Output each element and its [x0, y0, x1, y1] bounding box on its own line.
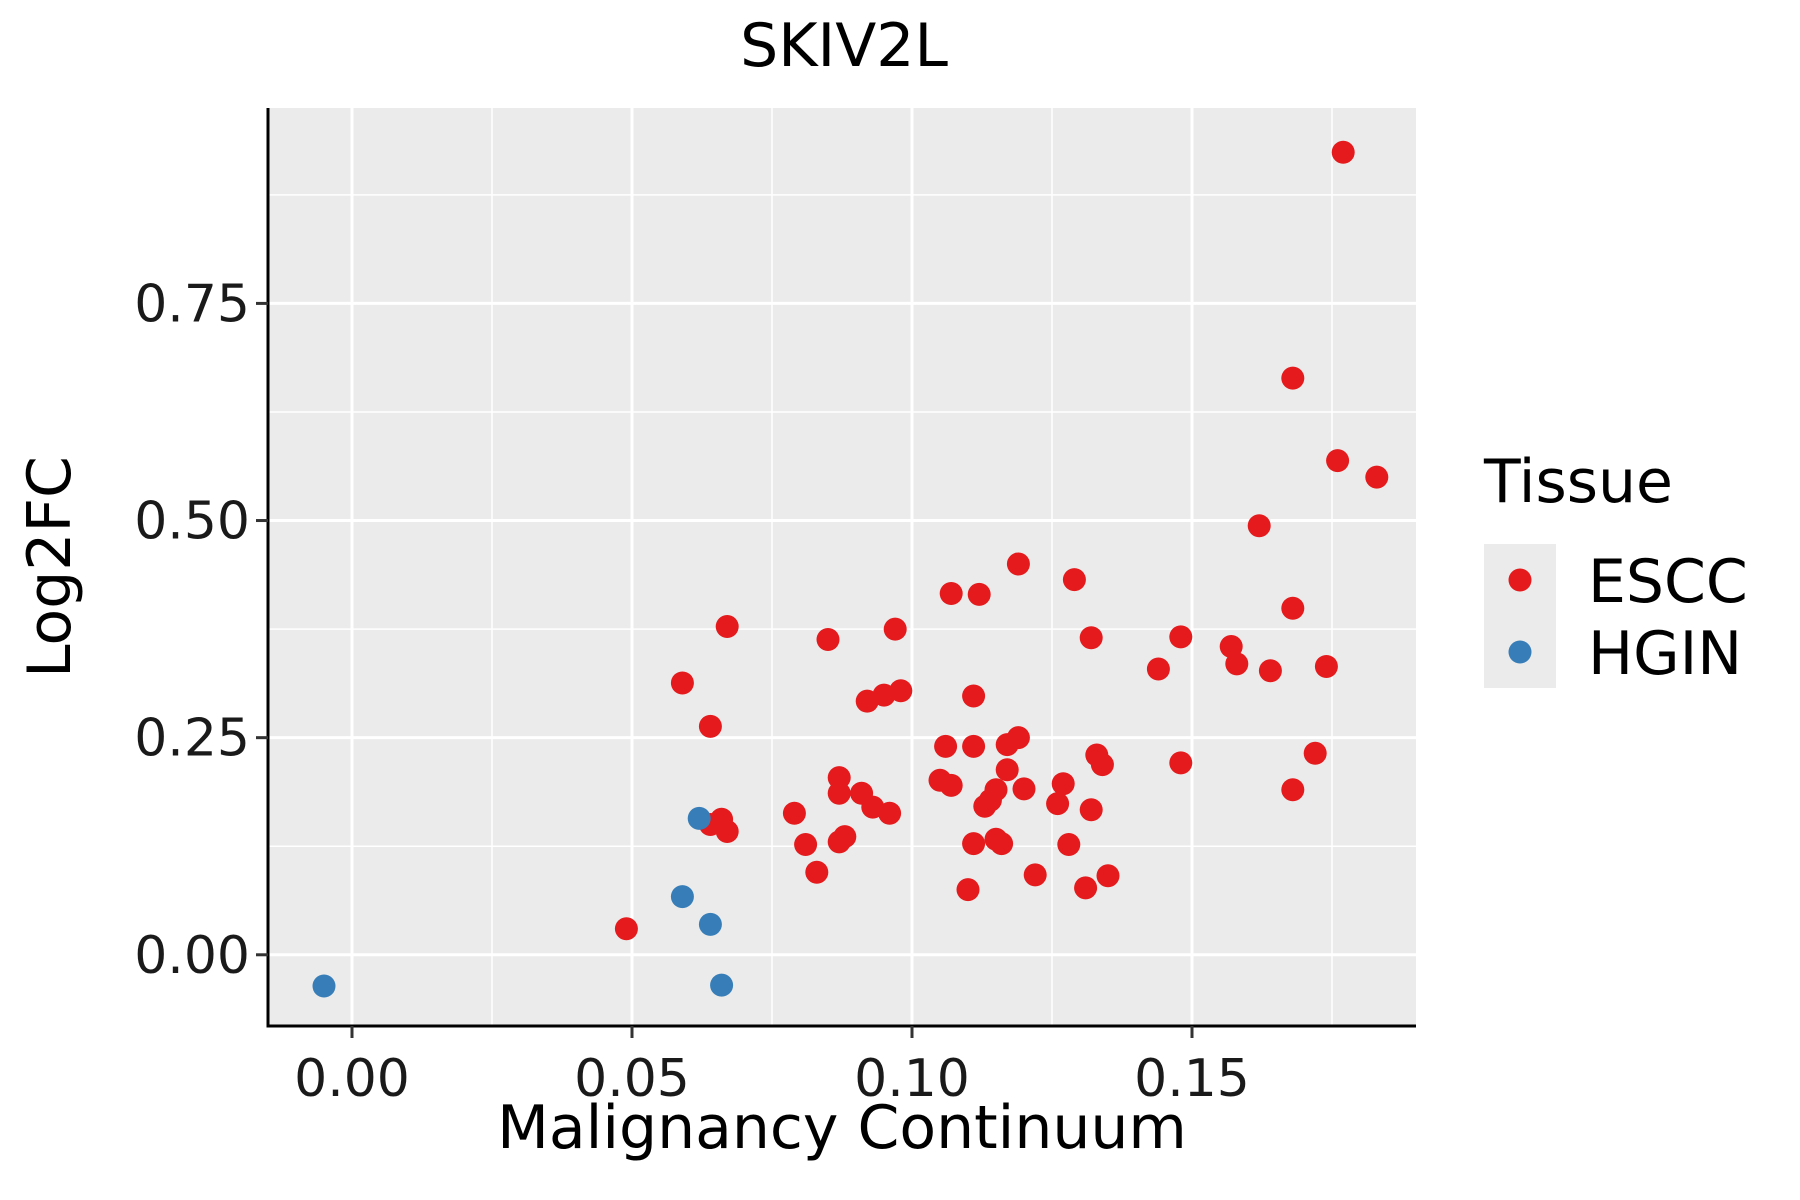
data-point-hgin: [698, 912, 722, 936]
data-point-escc: [1225, 652, 1249, 676]
data-point-escc: [1023, 863, 1047, 887]
data-point-escc: [1079, 626, 1103, 650]
legend-label-escc: ESCC: [1588, 547, 1748, 617]
series-escc: [614, 140, 1389, 941]
data-point-escc: [614, 917, 638, 941]
data-point-escc: [1006, 726, 1030, 750]
data-point-escc: [1331, 140, 1355, 164]
data-point-escc: [1090, 753, 1114, 777]
data-point-hgin: [670, 885, 694, 909]
data-point-escc: [1365, 465, 1389, 489]
data-point-hgin: [687, 806, 711, 830]
data-point-escc: [782, 801, 806, 825]
legend-title: Tissue: [1483, 447, 1673, 517]
data-point-escc: [715, 614, 739, 638]
data-point-escc: [939, 773, 963, 797]
data-point-escc: [1303, 741, 1327, 765]
data-point-hgin: [312, 974, 336, 998]
legend-key-background: [1484, 544, 1556, 688]
data-point-escc: [1169, 625, 1193, 649]
x-tick-label: 0.05: [574, 1049, 690, 1109]
y-tick-label: 0.50: [134, 492, 250, 552]
y-axis-ticks: 0.00 0.25 0.50 0.75: [134, 274, 268, 986]
x-axis-ticks: 0.00 0.05 0.10 0.15: [294, 1026, 1250, 1109]
legend-key-escc: [1508, 568, 1532, 592]
data-point-escc: [962, 734, 986, 758]
data-point-escc: [1079, 798, 1103, 822]
data-point-escc: [1281, 596, 1305, 620]
x-axis-title: Malignancy Continuum: [497, 1093, 1187, 1163]
data-point-escc: [1247, 514, 1271, 538]
data-point-escc: [1219, 634, 1243, 658]
data-point-escc: [1146, 657, 1170, 681]
data-point-hgin: [710, 973, 734, 997]
data-points: [312, 140, 1389, 998]
data-point-escc: [670, 671, 694, 695]
data-point-escc: [1012, 777, 1036, 801]
data-point-escc: [1057, 832, 1081, 856]
y-axis-title: Log2FC: [15, 456, 85, 678]
data-point-escc: [698, 714, 722, 738]
y-tick-label: 0.00: [134, 926, 250, 986]
data-point-escc: [715, 819, 739, 843]
data-point-escc: [878, 801, 902, 825]
data-point-escc: [1006, 552, 1030, 576]
data-point-escc: [833, 825, 857, 849]
legend-key-hgin: [1508, 640, 1532, 664]
series-hgin: [312, 806, 734, 998]
y-tick-label: 0.25: [134, 709, 250, 769]
data-point-escc: [1096, 864, 1120, 888]
chart-title: SKIV2L: [740, 11, 948, 81]
data-point-escc: [805, 860, 829, 884]
data-point-escc: [962, 832, 986, 856]
grid-lines: [268, 108, 1416, 1026]
x-tick-label: 0.10: [854, 1049, 970, 1109]
data-point-escc: [934, 734, 958, 758]
data-point-escc: [889, 679, 913, 703]
data-point-escc: [990, 832, 1014, 856]
data-point-escc: [1051, 772, 1075, 796]
data-point-escc: [1062, 568, 1086, 592]
data-point-escc: [1046, 792, 1070, 816]
data-point-escc: [1169, 751, 1193, 775]
data-point-escc: [1258, 659, 1282, 683]
data-point-escc: [827, 781, 851, 805]
data-point-escc: [1326, 449, 1350, 473]
data-point-escc: [956, 878, 980, 902]
data-point-escc: [939, 581, 963, 605]
data-point-escc: [1281, 778, 1305, 802]
y-tick-label: 0.75: [134, 274, 250, 334]
data-point-escc: [816, 628, 840, 652]
x-tick-label: 0.00: [294, 1049, 410, 1109]
plot-panel: [268, 108, 1416, 1026]
data-point-escc: [1074, 876, 1098, 900]
data-point-escc: [995, 758, 1019, 782]
data-point-escc: [967, 582, 991, 606]
data-point-escc: [883, 617, 907, 641]
data-point-escc: [962, 684, 986, 708]
data-point-escc: [984, 778, 1008, 802]
legend-label-hgin: HGIN: [1588, 619, 1742, 689]
x-tick-label: 0.15: [1134, 1049, 1250, 1109]
data-point-escc: [1314, 654, 1338, 678]
data-point-escc: [794, 832, 818, 856]
data-point-escc: [1281, 366, 1305, 390]
